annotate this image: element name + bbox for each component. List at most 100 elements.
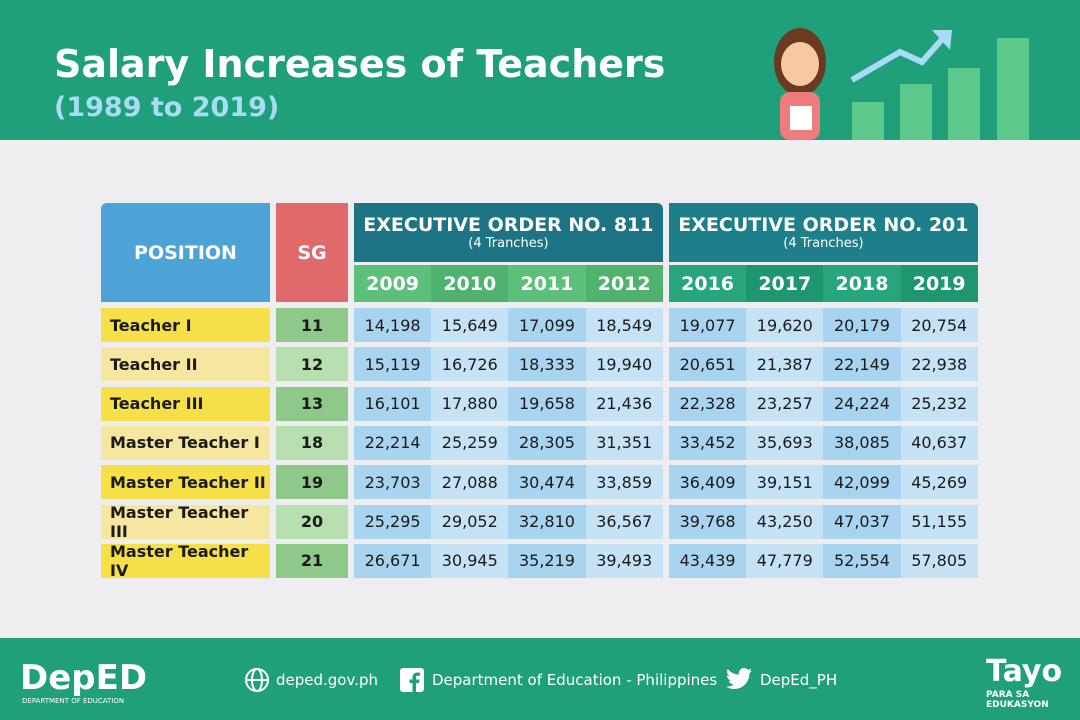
salary-cell: 22,938: [900, 347, 978, 382]
salary-cell: 25,232: [900, 386, 978, 421]
sg-header: SG: [276, 203, 348, 302]
sg-cell: 18: [276, 425, 348, 460]
salary-cell: 26,671: [354, 543, 432, 578]
salary-cell: 20,651: [669, 347, 747, 382]
position-cell: Master Teacher III: [101, 503, 270, 541]
group-subtitle: (4 Tranches): [468, 236, 549, 251]
year-header: 2018: [823, 265, 901, 302]
salary-cell: 18,549: [585, 308, 663, 342]
salary-cell: 15,649: [431, 308, 509, 342]
sg-cell: 12: [276, 347, 348, 382]
group-title: EXECUTIVE ORDER NO. 811: [363, 214, 654, 236]
footer-band: [0, 638, 1080, 720]
salary-cell: 31,351: [585, 425, 663, 460]
website: deped.gov.ph: [276, 671, 378, 689]
group-title: EXECUTIVE ORDER NO. 201: [678, 214, 969, 236]
salary-cell: 52,554: [823, 543, 901, 578]
year-header: 2019: [900, 265, 978, 302]
salary-cell: 19,620: [746, 308, 824, 342]
salary-cell: 20,754: [900, 308, 978, 342]
salary-cell: 35,693: [746, 425, 824, 460]
salary-cell: 40,637: [900, 425, 978, 460]
header-illustration: [774, 28, 1029, 140]
year-header: 2017: [746, 265, 824, 302]
salary-cell: 51,155: [900, 504, 978, 539]
salary-cell: 39,151: [746, 465, 824, 500]
salary-cell: 22,214: [354, 425, 432, 460]
salary-cell: 43,439: [669, 543, 747, 578]
salary-cell: 22,328: [669, 386, 747, 421]
year-header: 2016: [669, 265, 747, 302]
salary-cell: 30,945: [431, 543, 509, 578]
sg-cell: 11: [276, 308, 348, 342]
twitter: DepEd_PH: [760, 671, 838, 689]
salary-cell: 20,179: [823, 308, 901, 342]
position-cell: Master Teacher I: [101, 425, 270, 460]
year-header: 2010: [431, 265, 509, 302]
salary-cell: 22,149: [823, 347, 901, 382]
salary-cell: 14,198: [354, 308, 432, 342]
salary-cell: 19,077: [669, 308, 747, 342]
salary-cell: 18,333: [508, 347, 586, 382]
salary-cell: 28,305: [508, 425, 586, 460]
sg-cell: 13: [276, 386, 348, 421]
salary-cell: 33,452: [669, 425, 747, 460]
twitter-icon: [726, 668, 752, 690]
position-cell: Master Teacher IV: [101, 542, 270, 580]
title: Salary Increases of Teachers: [54, 42, 666, 86]
deped-logo: DepED: [20, 658, 148, 698]
salary-cell: 33,859: [585, 465, 663, 500]
sg-cell: 20: [276, 504, 348, 539]
tayo-logo-sub: PARA SA EDUKASYON: [986, 690, 1049, 710]
sg-cell: 21: [276, 543, 348, 578]
salary-cell: 39,493: [585, 543, 663, 578]
salary-cell: 23,257: [746, 386, 824, 421]
salary-cell: 25,295: [354, 504, 432, 539]
salary-cell: 21,436: [585, 386, 663, 421]
group-header: EXECUTIVE ORDER NO. 201 (4 Tranches): [669, 203, 978, 262]
salary-cell: 27,088: [431, 465, 509, 500]
salary-cell: 15,119: [354, 347, 432, 382]
salary-cell: 30,474: [508, 465, 586, 500]
salary-cell: 47,779: [746, 543, 824, 578]
group-subtitle: (4 Tranches): [783, 236, 864, 251]
salary-cell: 17,880: [431, 386, 509, 421]
salary-cell: 19,940: [585, 347, 663, 382]
group-header: EXECUTIVE ORDER NO. 811 (4 Tranches): [354, 203, 663, 262]
salary-cell: 35,219: [508, 543, 586, 578]
salary-cell: 42,099: [823, 465, 901, 500]
position-cell: Teacher III: [101, 386, 270, 421]
year-header: 2011: [508, 265, 586, 302]
salary-cell: 17,099: [508, 308, 586, 342]
salary-cell: 38,085: [823, 425, 901, 460]
position-cell: Master Teacher II: [101, 465, 270, 500]
salary-cell: 36,409: [669, 465, 747, 500]
salary-cell: 24,224: [823, 386, 901, 421]
sg-cell: 19: [276, 465, 348, 500]
facebook: Department of Education - Philippines: [432, 671, 718, 689]
salary-cell: 39,768: [669, 504, 747, 539]
salary-cell: 25,259: [431, 425, 509, 460]
position-cell: Teacher II: [101, 347, 270, 382]
year-header: 2009: [354, 265, 432, 302]
salary-cell: 32,810: [508, 504, 586, 539]
salary-cell: 19,658: [508, 386, 586, 421]
deped-logo-sub: DEPARTMENT OF EDUCATION: [22, 697, 125, 705]
salary-cell: 43,250: [746, 504, 824, 539]
salary-cell: 45,269: [900, 465, 978, 500]
salary-cell: 36,567: [585, 504, 663, 539]
salary-cell: 29,052: [431, 504, 509, 539]
salary-cell: 16,101: [354, 386, 432, 421]
position-header: POSITION: [101, 203, 270, 302]
facebook-icon: [400, 668, 424, 692]
globe-icon: [245, 668, 269, 692]
salary-cell: 57,805: [900, 543, 978, 578]
salary-cell: 47,037: [823, 504, 901, 539]
year-header: 2012: [585, 265, 663, 302]
salary-cell: 16,726: [431, 347, 509, 382]
position-cell: Teacher I: [101, 308, 270, 342]
salary-cell: 21,387: [746, 347, 824, 382]
subtitle: (1989 to 2019): [54, 92, 280, 123]
tayo-logo: Tayo: [986, 654, 1063, 689]
